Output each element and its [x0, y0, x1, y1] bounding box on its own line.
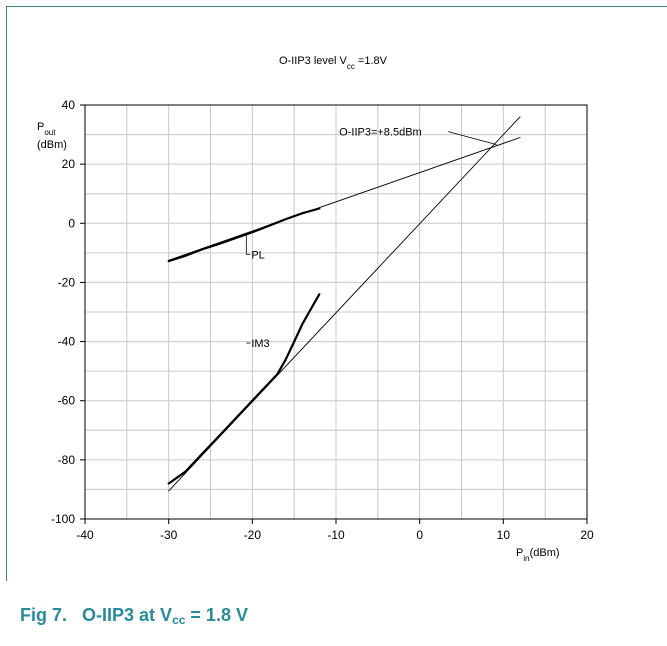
y-tick-label: -40 — [58, 335, 76, 349]
y-tick-label: -80 — [58, 453, 76, 467]
x-tick-label: 0 — [416, 528, 423, 542]
y-axis-label: Pout (dBm) — [37, 121, 67, 151]
x-tick-label: -30 — [160, 528, 178, 542]
figure-caption-suffix: = 1.8 V — [185, 605, 248, 625]
annotation-label-pl: PL — [251, 249, 264, 261]
figure-number: Fig 7. — [20, 605, 68, 625]
x-tick-label: -20 — [244, 528, 262, 542]
annotation-leader-oiip3 — [448, 131, 497, 146]
chart-title-sub: cc — [347, 62, 355, 71]
annotation-layer: PL IM3 O-IIP3=+8.5dBm — [245, 127, 497, 350]
grid — [85, 105, 587, 519]
x-axis-label-sub: in — [523, 554, 529, 563]
x-tick-label: 20 — [580, 528, 594, 542]
x-tick-label: -40 — [76, 528, 94, 542]
y-tick-labels: -100 -80 -60 -40 -20 0 20 40 — [51, 98, 85, 526]
y-axis-label-sub: out — [44, 128, 56, 137]
y-tick-label: -100 — [51, 512, 75, 526]
y-tick-label: 40 — [62, 98, 76, 112]
y-tick-label: 0 — [68, 216, 75, 230]
chart-title-suffix: =1.8V — [355, 55, 388, 67]
x-axis-label-unit: (dBm) — [530, 547, 560, 559]
x-axis-label: Pin(dBm) — [516, 547, 560, 563]
x-tick-labels: -40 -30 -20 -10 0 10 20 — [76, 519, 594, 542]
y-axis-label-unit: (dBm) — [37, 139, 67, 151]
frame-top-border — [6, 6, 667, 7]
frame-left-border — [6, 6, 7, 581]
series-layer — [167, 116, 521, 492]
figure-caption: Fig 7. O-IIP3 at Vcc = 1.8 V — [20, 605, 248, 627]
annotation-label-oiip3: O-IIP3=+8.5dBm — [339, 127, 422, 139]
x-axis-label-p: P — [516, 547, 523, 559]
y-tick-label: -20 — [58, 275, 76, 289]
x-tick-label: 10 — [497, 528, 511, 542]
chart-title-prefix: O-IIP3 level V — [279, 55, 348, 67]
chart-title: O-IIP3 level Vcc =1.8V — [279, 55, 388, 71]
fit-line — [168, 137, 521, 261]
x-tick-label: -10 — [327, 528, 345, 542]
y-tick-label: 20 — [62, 157, 76, 171]
oiip3-chart: O-IIP3 level Vcc =1.8V -100-80-60-40-200… — [37, 55, 594, 563]
y-tick-label: -60 — [58, 394, 76, 408]
figure-caption-sub: cc — [172, 613, 186, 627]
fit-line — [168, 116, 521, 492]
series-line-im3 — [167, 293, 321, 485]
figure-caption-prefix: O-IIP3 at V — [82, 605, 173, 625]
y-axis-label-main: Pout — [37, 121, 56, 137]
annotation-label-im3: IM3 — [251, 338, 269, 350]
y-axis-label-p: P — [37, 121, 44, 133]
